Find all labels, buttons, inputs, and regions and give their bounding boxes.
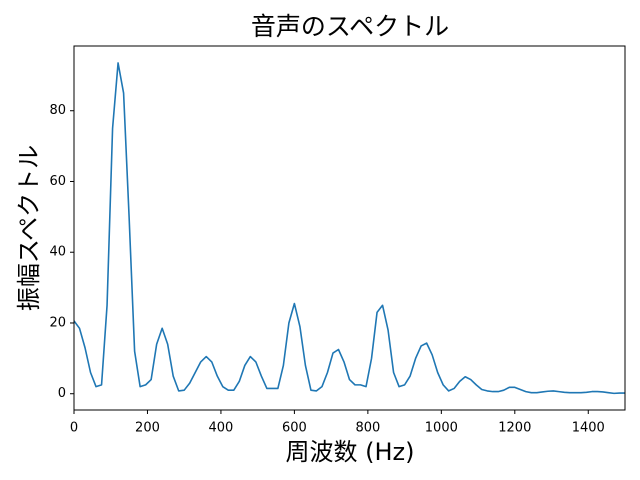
y-tick-label: 0 bbox=[58, 386, 66, 401]
x-tick-label: 200 bbox=[135, 421, 160, 436]
y-axis-label: 振幅スペクトル bbox=[15, 145, 43, 311]
spectrum-line bbox=[73, 62, 625, 395]
chart-title: 音声のスペクトル bbox=[251, 12, 449, 41]
x-tick-label: 1400 bbox=[572, 421, 605, 436]
x-tick-label: 800 bbox=[355, 421, 380, 436]
y-tick-label: 40 bbox=[49, 245, 66, 260]
x-tick-label: 1200 bbox=[498, 421, 531, 436]
y-tick-label: 60 bbox=[49, 174, 66, 189]
x-axis-label: 周波数 (Hz) bbox=[286, 438, 415, 466]
x-tick-label: 600 bbox=[282, 421, 307, 436]
x-tick-label: 400 bbox=[209, 421, 234, 436]
x-tick-label: 0 bbox=[70, 421, 78, 436]
plot-frame bbox=[73, 45, 626, 411]
y-tick-label: 80 bbox=[49, 103, 66, 118]
x-tick-label: 1000 bbox=[425, 421, 458, 436]
y-tick-label: 20 bbox=[49, 315, 66, 330]
